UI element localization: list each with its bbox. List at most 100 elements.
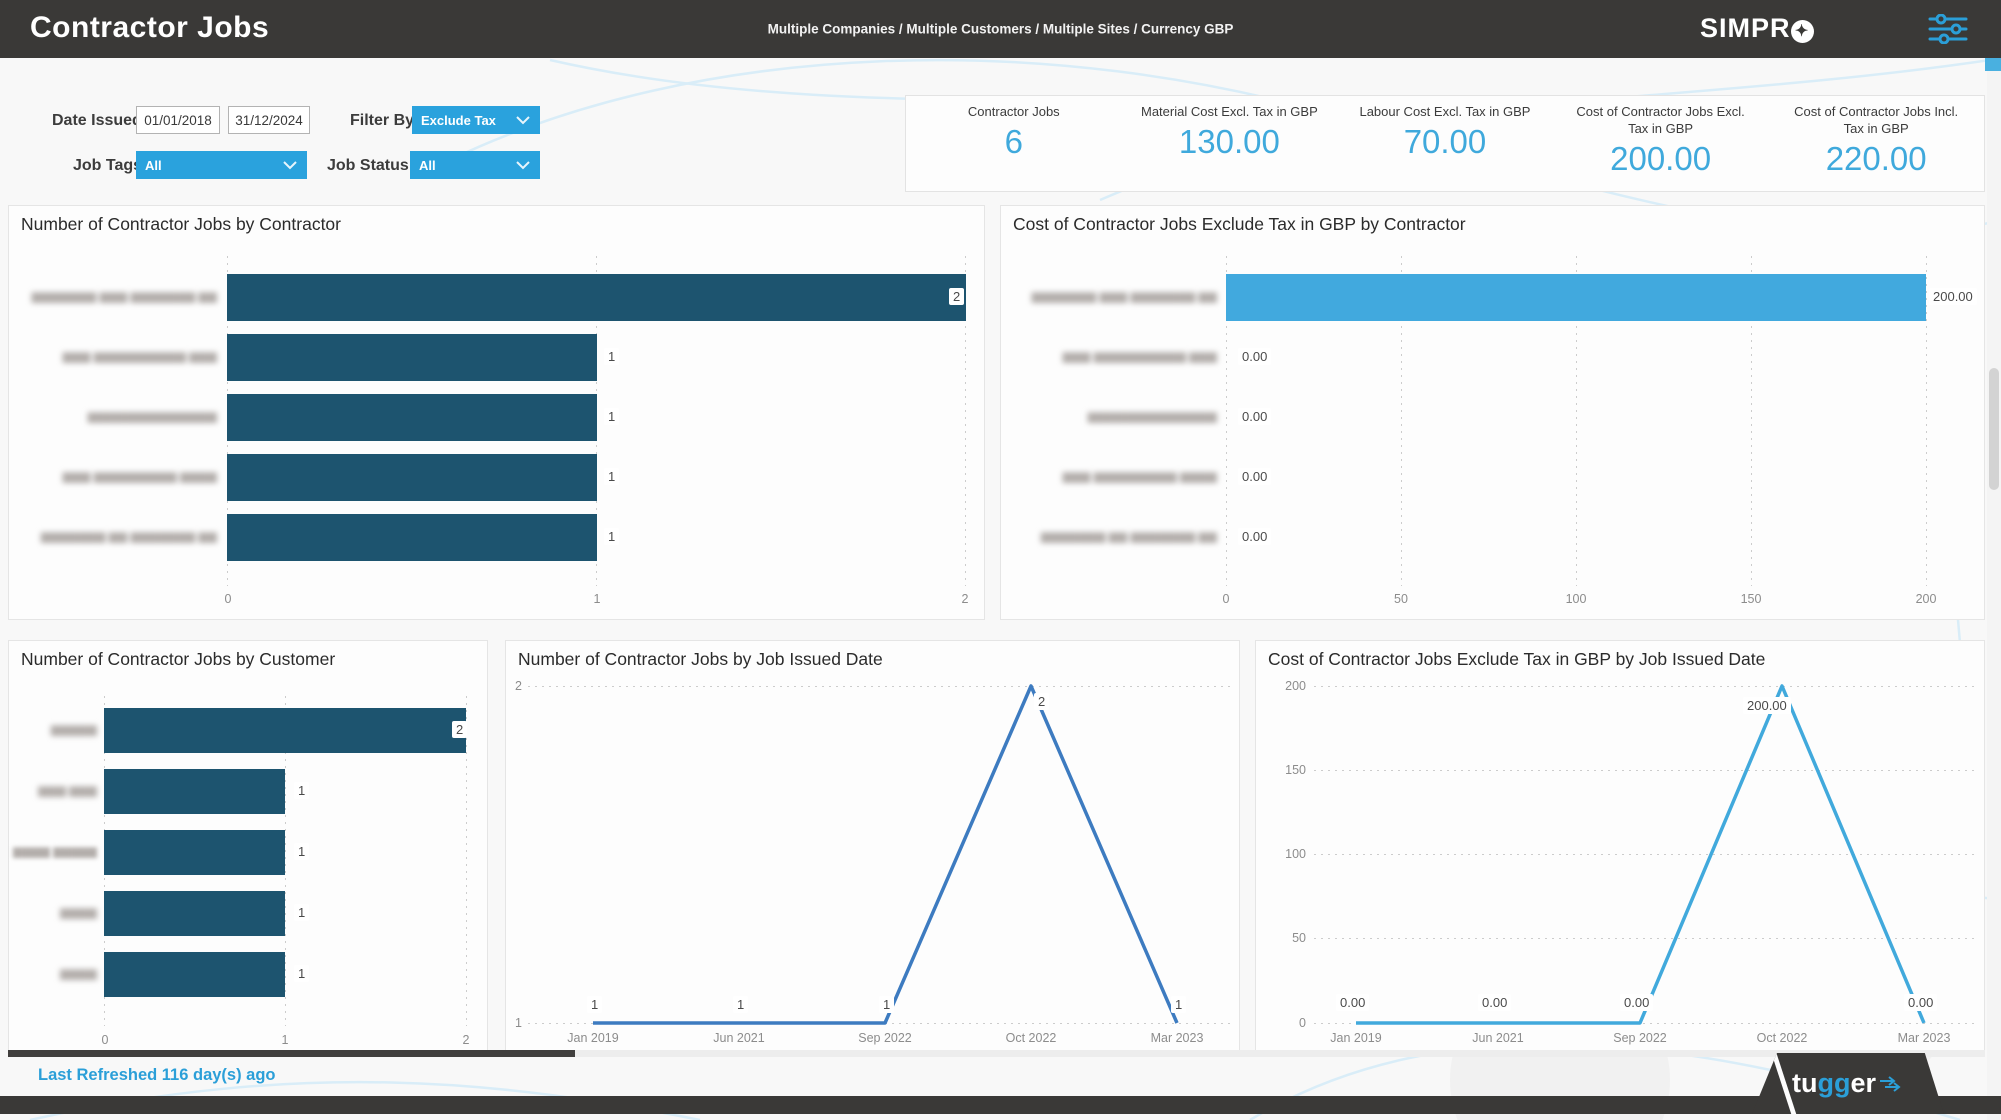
filter-sliders-icon[interactable] [1928, 14, 1968, 44]
gridline [528, 686, 1234, 687]
x-axis-tick: 200 [1915, 592, 1937, 606]
bar-value-label: 200.00 [1929, 288, 1977, 305]
page-title: Contractor Jobs [30, 11, 270, 44]
header-bar: Contractor Jobs Multiple Companies / Mul… [0, 0, 2001, 58]
kpi-labour-cost: Labour Cost Excl. Tax in GBP 70.00 [1337, 96, 1553, 191]
date-issued-label: Date Issued [52, 112, 142, 129]
chevron-down-icon [283, 160, 297, 169]
chart-jobs-by-customer: Number of Contractor Jobs by Customer ▆▆… [8, 640, 488, 1052]
point-value-label: 2 [1034, 693, 1050, 710]
x-axis-tick: 2 [961, 592, 969, 606]
bar[interactable] [104, 891, 285, 936]
x-axis-tick: 0 [101, 1033, 109, 1047]
bar-value-label: 1 [604, 348, 620, 365]
chart-title: Number of Contractor Jobs by Customer [21, 649, 336, 669]
category-label-redacted: ▆▆▆▆▆▆▆ ▆▆ ▆▆▆▆▆▆▆ ▆▆ [40, 529, 217, 543]
bar[interactable] [227, 334, 597, 381]
bar-value-label: 1 [294, 965, 310, 982]
vertical-scrollbar-thumb[interactable] [1989, 368, 1999, 490]
bar[interactable] [1226, 274, 1926, 321]
point-value-label: 0.00 [1904, 994, 1938, 1011]
x-axis-tick: 0 [1222, 592, 1230, 606]
point-value-label: 200.00 [1743, 697, 1791, 714]
tugger-logo-text: er [1850, 1068, 1876, 1098]
simpro-o-star-icon: ✦ [1790, 20, 1814, 43]
kpi-value: 70.00 [1403, 122, 1487, 160]
chart-cost-by-contractor: Cost of Contractor Jobs Exclude Tax in G… [1000, 205, 1985, 620]
kpi-value: 130.00 [1178, 122, 1280, 160]
bar-value-label: 0.00 [1238, 528, 1272, 545]
category-label-redacted: ▆▆▆▆ ▆▆▆▆▆ [13, 844, 97, 858]
category-label-redacted: ▆▆▆▆▆ [50, 722, 97, 736]
x-axis-label: Sep 2022 [858, 1031, 912, 1045]
x-axis-label: Oct 2022 [1756, 1031, 1808, 1045]
bar[interactable] [104, 708, 466, 753]
x-axis-label: Jan 2019 [1330, 1031, 1382, 1045]
bar[interactable] [227, 274, 966, 321]
simpro-logo: SIMPR ✦ [1700, 13, 1814, 44]
point-value-label: 0.00 [1620, 994, 1654, 1011]
bar-value-label: 0.00 [1238, 408, 1272, 425]
tugger-logo[interactable]: tu gg er [1752, 1053, 1944, 1114]
gridline [1926, 256, 1927, 586]
tugger-arrows-icon [1880, 1075, 1901, 1092]
x-axis-tick: 0 [224, 592, 232, 606]
bar[interactable] [104, 769, 285, 814]
gridline [1576, 256, 1577, 586]
category-label-redacted: ▆▆▆ ▆▆▆▆▆▆▆▆▆ ▆▆▆▆ [62, 469, 217, 483]
category-label-redacted: ▆▆▆▆▆▆▆ ▆▆ ▆▆▆▆▆▆▆ ▆▆ [1040, 529, 1217, 543]
x-axis-tick: 150 [1740, 592, 1762, 606]
chart-jobs-by-date: Number of Contractor Jobs by Job Issued … [505, 640, 1240, 1052]
bar[interactable] [227, 394, 597, 441]
x-axis-label: Sep 2022 [1613, 1031, 1667, 1045]
gridline [965, 256, 966, 586]
x-axis-tick: 1 [281, 1033, 289, 1047]
bar-value-label: 1 [294, 782, 310, 799]
date-from-input[interactable] [136, 106, 220, 134]
filter-by-dropdown[interactable]: Exclude Tax [412, 106, 540, 134]
bar-value-label: 1 [294, 904, 310, 921]
point-value-label: 1 [879, 996, 895, 1013]
bar[interactable] [104, 830, 285, 875]
bar-value-label: 0.00 [1238, 468, 1272, 485]
gridline [1314, 938, 1979, 939]
scrollbar-top-accent [1985, 58, 2001, 71]
horizontal-scrollbar-track[interactable] [8, 1050, 1985, 1057]
bar-value-label: 0.00 [1238, 348, 1272, 365]
bar[interactable] [104, 952, 285, 997]
bar-value-label: 2 [452, 721, 468, 738]
kpi-contractor-jobs: Contractor Jobs 6 [906, 96, 1122, 191]
tugger-logo-text: tu [1791, 1068, 1818, 1098]
kpi-value: 200.00 [1610, 139, 1712, 177]
category-label-redacted: ▆▆▆ ▆▆▆ [38, 783, 97, 797]
x-axis-tick: 2 [462, 1033, 470, 1047]
vertical-scrollbar-track[interactable] [1987, 58, 2001, 1120]
y-axis-tick: 0 [1299, 1016, 1306, 1030]
job-status-dropdown[interactable]: All [410, 151, 540, 179]
kpi-card-panel: Contractor Jobs 6 Material Cost Excl. Ta… [905, 95, 1985, 192]
y-axis-tick: 100 [1285, 847, 1306, 861]
job-tags-dropdown[interactable]: All [136, 151, 307, 179]
category-label-redacted: ▆▆▆ ▆▆▆▆▆▆▆▆▆ ▆▆▆▆ [1062, 469, 1217, 483]
gridline [1314, 770, 1979, 771]
y-axis-tick: 2 [515, 679, 522, 693]
bar-value-label: 1 [604, 528, 620, 545]
bar[interactable] [227, 514, 597, 561]
line-series[interactable] [1256, 641, 1986, 1053]
bar-value-label: 1 [604, 408, 620, 425]
date-to-input[interactable] [228, 106, 310, 134]
bar[interactable] [227, 454, 597, 501]
gridline [1314, 1023, 1979, 1024]
bar-value-label: 2 [949, 288, 965, 305]
filter-by-label: Filter By [350, 112, 415, 129]
kpi-cost-incl-tax: Cost of Contractor Jobs Incl. Tax in GBP… [1768, 96, 1984, 191]
x-axis-label: Jun 2021 [1472, 1031, 1524, 1045]
line-series[interactable] [506, 641, 1241, 1053]
y-axis-tick: 150 [1285, 763, 1306, 777]
point-value-label: 0.00 [1478, 994, 1512, 1011]
horizontal-scrollbar-thumb[interactable] [8, 1050, 575, 1057]
chart-title: Cost of Contractor Jobs Exclude Tax in G… [1013, 214, 1466, 234]
chart-title: Cost of Contractor Jobs Exclude Tax in G… [1268, 649, 1766, 669]
kpi-label: Cost of Contractor Jobs Incl. Tax in GBP [1794, 104, 1959, 136]
